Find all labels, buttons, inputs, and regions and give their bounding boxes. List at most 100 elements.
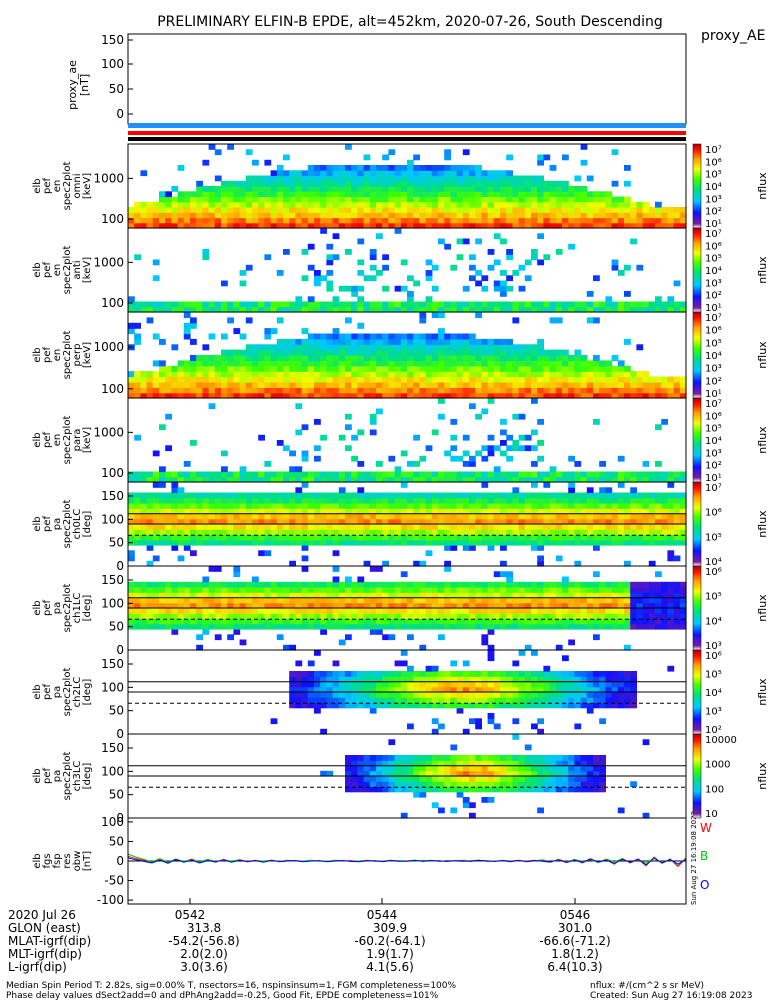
heatmap-cell — [345, 676, 352, 683]
heatmap-cell — [555, 492, 563, 499]
heatmap-cell — [345, 634, 352, 641]
heatmap-cell — [673, 471, 681, 478]
heatmap-cell — [227, 387, 234, 394]
heatmap-cell — [307, 175, 315, 182]
heatmap-cell — [555, 676, 563, 683]
heatmap-cell — [307, 217, 315, 224]
heatmap-cell — [227, 492, 234, 499]
heatmap-cell — [202, 201, 210, 208]
heatmap-cell — [314, 524, 321, 530]
heatmap-cell — [630, 534, 637, 541]
heatmap-cell — [617, 534, 625, 541]
heatmap-cell — [258, 175, 265, 182]
heatmap-cell — [450, 807, 458, 814]
heatmap-cell — [605, 676, 613, 683]
heatmap-cell — [239, 365, 247, 372]
heatmap-cell — [345, 671, 352, 677]
heatmap-cell — [506, 249, 513, 255]
heatmap-cell — [239, 602, 247, 609]
heatmap-cell — [363, 581, 371, 588]
heatmap-cell — [543, 207, 551, 213]
heatmap-cell — [214, 365, 222, 372]
heatmap-cell — [574, 671, 582, 677]
heatmap-cell — [326, 212, 334, 219]
heatmap-cell — [382, 217, 389, 224]
heatmap-cell — [394, 524, 402, 530]
heatmap-cell — [487, 650, 495, 656]
heatmap-cell — [301, 191, 309, 198]
heatmap-cell — [221, 623, 228, 630]
heatmap-cell — [351, 671, 358, 677]
heatmap-cell — [469, 534, 476, 541]
heatmap-cell — [518, 497, 526, 504]
heatmap-cell — [208, 207, 216, 213]
heatmap-cell — [518, 686, 526, 693]
heatmap-cell — [221, 497, 228, 504]
heatmap-cell — [190, 597, 197, 604]
heatmap-cell — [611, 497, 619, 504]
heatmap-cell — [152, 503, 160, 509]
heatmap-cell — [524, 676, 532, 683]
heatmap-cell — [233, 581, 241, 588]
heatmap-cell — [500, 180, 507, 187]
heatmap-cell — [524, 686, 532, 693]
heatmap-cell — [679, 524, 687, 530]
heatmap-cell — [475, 686, 482, 693]
heatmap-cell — [345, 222, 352, 229]
heatmap-cell — [345, 608, 352, 614]
heatmap-cell — [624, 306, 631, 313]
heatmap-cell — [363, 513, 371, 520]
heatmap-cell — [481, 471, 489, 478]
heatmap-cell — [481, 513, 489, 520]
heatmap-cell — [177, 196, 185, 203]
heatmap-cell — [258, 471, 265, 478]
heatmap-cell — [332, 360, 340, 367]
heatmap-cell — [239, 212, 247, 219]
heatmap-cell — [252, 497, 259, 504]
heatmap-cell — [580, 592, 588, 599]
heatmap-cell — [320, 275, 327, 282]
heatmap-cell — [611, 503, 619, 509]
heatmap-cell — [369, 492, 377, 499]
heatmap-cell — [208, 587, 216, 593]
heatmap-cell — [320, 476, 327, 483]
heatmap-cell — [196, 539, 203, 546]
heatmap-cell — [580, 355, 588, 361]
heatmap-cell — [270, 534, 278, 541]
heatmap-cell — [289, 306, 296, 313]
heatmap-cell — [413, 770, 420, 777]
heatmap-cell — [301, 186, 309, 192]
heatmap-cell — [388, 476, 396, 483]
heatmap-cell — [301, 376, 309, 383]
heatmap-cell — [152, 587, 160, 593]
heatmap-cell — [512, 201, 520, 208]
heatmap-cell — [332, 518, 340, 525]
heatmap-cell — [599, 592, 606, 599]
heatmap-cell — [376, 222, 383, 229]
heatmap-cell — [462, 191, 470, 198]
heatmap-cell — [431, 497, 439, 504]
heatmap-cell — [512, 692, 520, 698]
colorbar-unit-group: nflux — [756, 341, 769, 369]
heatmap-cell — [642, 387, 650, 394]
heatmap-cell — [345, 445, 352, 452]
heatmap-cell — [462, 387, 470, 394]
heatmap-cell — [599, 461, 606, 467]
heatmap-cell — [642, 508, 650, 515]
heatmap-cell — [407, 723, 414, 730]
heatmap-cell — [462, 524, 470, 530]
heatmap-cell — [407, 338, 414, 345]
heatmap-cell — [332, 376, 340, 383]
heatmap-cell — [562, 529, 569, 536]
heatmap-cell — [475, 301, 482, 308]
heatmap-cell — [531, 344, 538, 351]
ytick-label: 100 — [101, 680, 124, 694]
heatmap-cell — [493, 702, 501, 709]
heatmap-cell — [617, 686, 625, 693]
heatmap-cell — [264, 613, 272, 620]
heatmap-cell — [605, 196, 613, 203]
heatmap-cell — [314, 455, 321, 462]
heatmap-cell — [326, 191, 334, 198]
heatmap-cell — [128, 371, 135, 378]
heatmap-cell — [283, 217, 290, 224]
